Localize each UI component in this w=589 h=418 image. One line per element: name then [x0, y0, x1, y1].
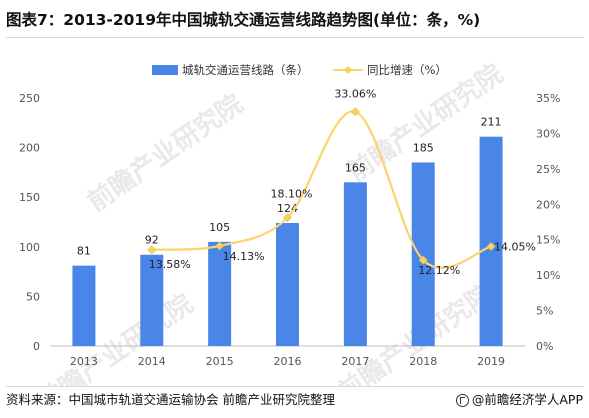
title-divider [6, 37, 584, 38]
x-tick-label: 2018 [409, 355, 437, 368]
watermark-layer: 前瞻产业研究院前瞻产业研究院前瞻产业研究院前瞻产业研究院 [32, 58, 509, 386]
legend: 城轨交通运营线路（条） 同比增速（%） [152, 63, 447, 77]
line-marker [147, 245, 157, 255]
line-value-label: 12.12% [418, 264, 460, 277]
bar [479, 136, 503, 346]
line-labels: 13.58% 14.13% 18.10% 33.06% 12.12% 14.05% [149, 88, 536, 277]
bar [411, 162, 435, 346]
legend-bar-swatch [152, 65, 178, 75]
line-marker [215, 241, 225, 251]
right-tick-label: 35% [536, 92, 560, 105]
bar-value-label: 92 [145, 234, 159, 247]
line-marker [418, 255, 428, 265]
bar [276, 222, 299, 346]
source-note: 资料来源：中国城市轨道交通运输协会 前瞻产业研究院整理 [6, 392, 335, 407]
brand-label: @前瞻经济学人APP [471, 392, 583, 407]
right-tick-label: 20% [536, 198, 560, 211]
line-value-label: 18.10% [271, 188, 313, 201]
x-axis: 2013 2014 2015 2016 2017 2018 2019 [50, 345, 525, 368]
left-tick-label: 0 [33, 340, 40, 353]
line-marker [350, 107, 360, 117]
left-tick-label: 50 [26, 290, 40, 303]
x-tick-label: 2017 [341, 355, 369, 368]
right-axis: 0% 5% 10% 15% 20% 25% 30% 35% [536, 92, 560, 353]
bar [343, 182, 367, 346]
left-tick-label: 200 [19, 142, 40, 155]
line-marker [486, 242, 496, 251]
line-series [147, 107, 496, 269]
left-tick-label: 150 [19, 191, 40, 204]
right-tick-label: 5% [536, 305, 553, 318]
legend-bar-label: 城轨交通运营线路（条） [182, 63, 309, 77]
combo-chart: 前瞻产业研究院前瞻产业研究院前瞻产业研究院前瞻产业研究院 城轨交通运营线路（条）… [19, 58, 560, 386]
left-tick-label: 100 [19, 241, 40, 254]
line-value-label: 33.06% [334, 88, 376, 101]
bar-value-label: 105 [209, 221, 230, 234]
bar-value-label: 185 [413, 141, 434, 154]
chart-title: 图表7：2013-2019年中国城轨交通运营线路趋势图(单位：条，%) [6, 11, 481, 29]
right-tick-label: 30% [536, 127, 560, 140]
bar [208, 241, 232, 346]
brand-logo-icon [455, 394, 469, 407]
bar-value-label: 165 [345, 161, 366, 174]
line-value-label: 14.13% [223, 250, 265, 263]
bar [72, 265, 96, 346]
line-value-label: 14.05% [494, 240, 536, 253]
x-tick-label: 2019 [477, 355, 505, 368]
right-tick-label: 0% [536, 340, 553, 353]
right-tick-label: 25% [536, 163, 560, 176]
x-tick-label: 2016 [274, 355, 302, 368]
right-tick-label: 15% [536, 234, 560, 247]
watermark-text: 前瞻产业研究院 [82, 88, 249, 218]
bar-series [72, 136, 503, 346]
watermark-text: 前瞻产业研究院 [32, 288, 199, 386]
right-tick-label: 10% [536, 269, 560, 282]
bar-value-label: 211 [481, 116, 502, 129]
bar-value-label: 81 [77, 245, 91, 258]
legend-line-marker [344, 66, 352, 74]
left-tick-label: 250 [19, 92, 40, 105]
x-tick-label: 2013 [70, 355, 98, 368]
x-tick-label: 2014 [138, 355, 166, 368]
brand-credit: @前瞻经济学人APP [455, 389, 583, 408]
bar [140, 254, 164, 346]
line-marker [283, 213, 292, 223]
line-value-label: 13.58% [149, 258, 191, 271]
footer-divider [6, 386, 584, 387]
legend-line-label: 同比增速（%） [367, 63, 447, 77]
left-axis: 0 50 100 150 200 250 [19, 92, 40, 353]
x-tick-label: 2015 [206, 355, 234, 368]
